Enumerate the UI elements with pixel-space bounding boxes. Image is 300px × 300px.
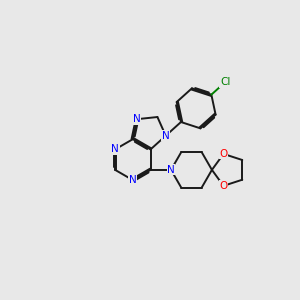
Text: N: N <box>111 144 119 154</box>
Text: O: O <box>219 149 228 159</box>
Text: N: N <box>129 175 137 185</box>
Text: N: N <box>167 165 175 175</box>
Text: N: N <box>133 114 141 124</box>
Text: Cl: Cl <box>220 77 230 87</box>
Text: N: N <box>162 131 169 141</box>
Text: O: O <box>219 181 228 191</box>
